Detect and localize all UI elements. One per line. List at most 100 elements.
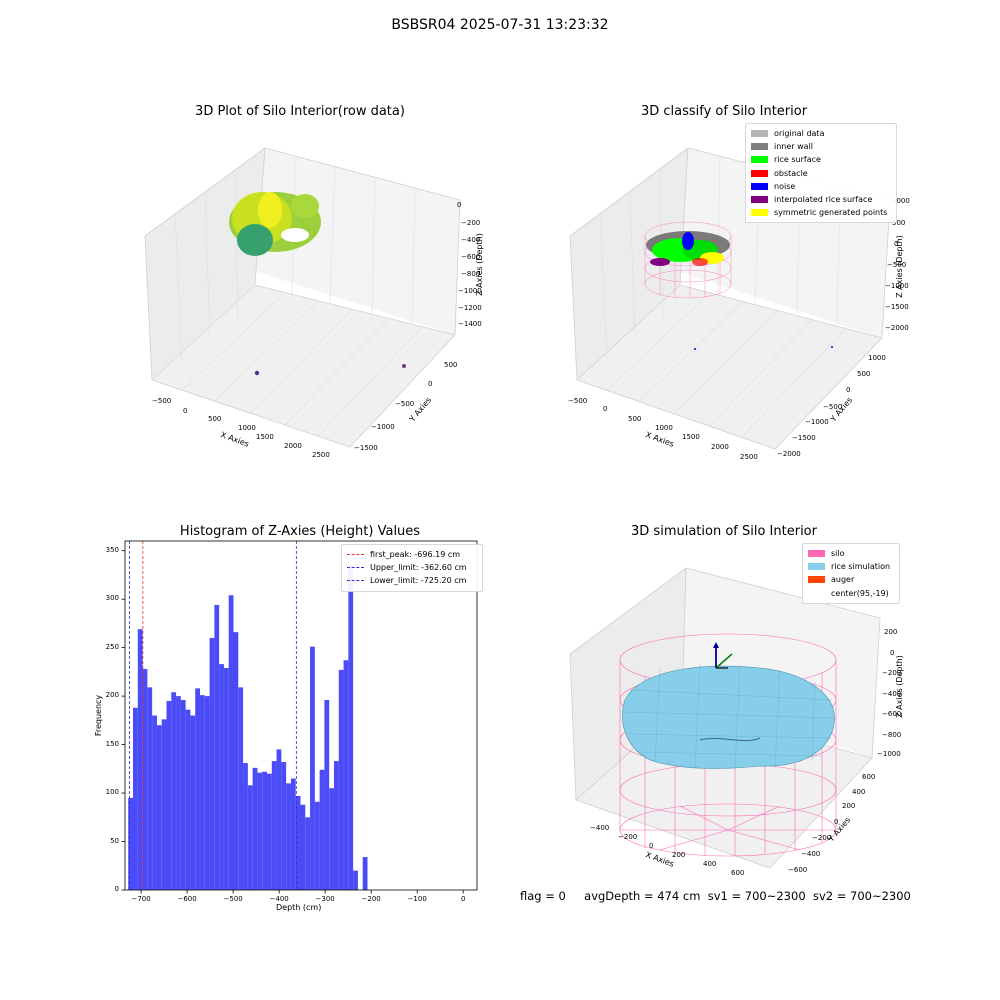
legend-swatch [751,209,768,217]
x-tick-label: −600 [177,895,197,903]
plot2-title: 3D classify of Silo Interior [640,104,808,119]
tick-label: −600 [882,710,902,718]
legend-label: original data [774,129,825,139]
tick-label: 1000 [238,424,256,432]
histogram-bar [185,709,191,890]
histogram-bar [152,715,157,890]
histogram-bar [271,761,277,890]
histogram-bar [200,695,205,890]
histogram-bar [133,707,138,890]
tick-label: 0 [457,201,462,209]
legend-swatch [751,156,768,164]
tick-label: −1200 [458,304,482,312]
histogram-bar [281,762,287,890]
legend-swatch [751,130,768,138]
legend-label: Upper_limit: -362.60 cm [370,563,467,573]
y-tick-label: 250 [105,642,119,651]
histogram-bar [310,646,315,890]
tick-label: −500 [152,397,172,405]
legend-label: interpolated rice surface [774,195,873,205]
legend-item: auger [808,573,894,586]
tick-label: −200 [812,834,832,842]
legend-swatch [347,567,364,569]
legend-item: Lower_limit: -725.20 cm [347,574,477,587]
histogram-bar [257,772,263,890]
tick-label: −500 [395,400,415,408]
tick-label: 0 [846,386,851,394]
legend-label: symmetric generated points [774,208,888,218]
tick-label: −500 [568,397,588,405]
histogram-bar [238,687,244,890]
legend-item: symmetric generated points [751,206,891,219]
status-footer: flag = 0 avgDepth = 474 cm sv1 = 700~230… [520,889,911,903]
histogram-bar [156,725,162,890]
plot3-xlabel: Depth (cm) [276,903,322,912]
tick-label: 0 [603,405,608,413]
tick-label: −2000 [777,450,801,458]
histogram-bar [190,715,196,890]
histogram-bar [176,696,181,890]
histogram-bar [319,769,325,890]
x-tick-label: −700 [131,895,151,903]
x-tick-label: −100 [407,895,427,903]
sv1-text: sv1 = 700~2300 [707,889,806,903]
tick-label: 400 [852,788,866,796]
tick-label: −1000 [371,423,395,431]
histogram-bar [171,692,177,890]
plot1-title: 3D Plot of Silo Interior(row data) [195,104,405,119]
tick-label: 0 [894,240,899,248]
histogram-bar [286,783,291,890]
tick-label: 600 [862,773,876,781]
tick-label: −800 [882,731,902,739]
legend-swatch [808,576,825,584]
histogram-bar [290,778,296,890]
legend-label: rice surface [774,155,821,165]
legend-item: original data [751,127,891,140]
figure-title: BSBSR04 2025-07-31 13:23:32 [391,17,609,33]
histogram-bar [204,696,210,890]
tick-label: −500 [887,261,907,269]
histogram-bar [300,804,306,890]
histogram-bar [233,632,239,890]
y-tick-label: 300 [105,594,119,603]
avg-depth-text: avgDepth = 474 cm [584,889,701,903]
tick-label: −1000 [458,287,482,295]
tick-label: 1000 [868,354,886,362]
plot4-title: 3D simulation of Silo Interior [631,524,817,539]
tick-label: 500 [208,415,222,423]
histogram-bar [333,761,339,890]
tick-label: −2000 [885,324,909,332]
tick-label: 500 [628,415,642,423]
histogram-bar [338,669,344,890]
tick-label: −1000 [885,282,909,290]
tick-label: −1500 [792,434,816,442]
legend-swatch [808,550,825,558]
tick-label: 0 [183,407,188,415]
tick-label: 0 [428,380,433,388]
tick-label: −500 [823,403,843,411]
tick-label: −400 [882,690,902,698]
histogram-bar [228,595,234,890]
x-tick-label: 0 [460,895,466,903]
plot2-legend: original data inner wall rice surface ob… [745,123,897,224]
tick-label: 0 [834,818,839,826]
x-tick-label: −200 [361,895,381,903]
histogram-bar [314,801,320,890]
y-tick-label: 0 [114,885,119,893]
x-tick-label: −500 [223,895,243,903]
tick-label: −1400 [458,320,482,328]
y-tick-label: 150 [105,739,119,748]
histogram-bar [166,700,172,890]
plot3-title: Histogram of Z-Axies (Height) Values [179,524,421,539]
legend-item: obstacle [751,167,891,180]
tick-label: 1000 [892,197,910,205]
legend-label: first_peak: -696.19 cm [370,550,461,560]
tick-label: 500 [857,370,871,378]
histogram-bar [262,771,267,890]
legend-item: rice simulation [808,560,894,573]
legend-swatch [751,196,768,204]
sv2-text: sv2 = 700~2300 [812,889,911,903]
legend-label: inner wall [774,142,814,152]
plot3-legend: first_peak: -696.19 cm Upper_limit: -362… [341,544,483,592]
legend-swatch [347,554,364,556]
